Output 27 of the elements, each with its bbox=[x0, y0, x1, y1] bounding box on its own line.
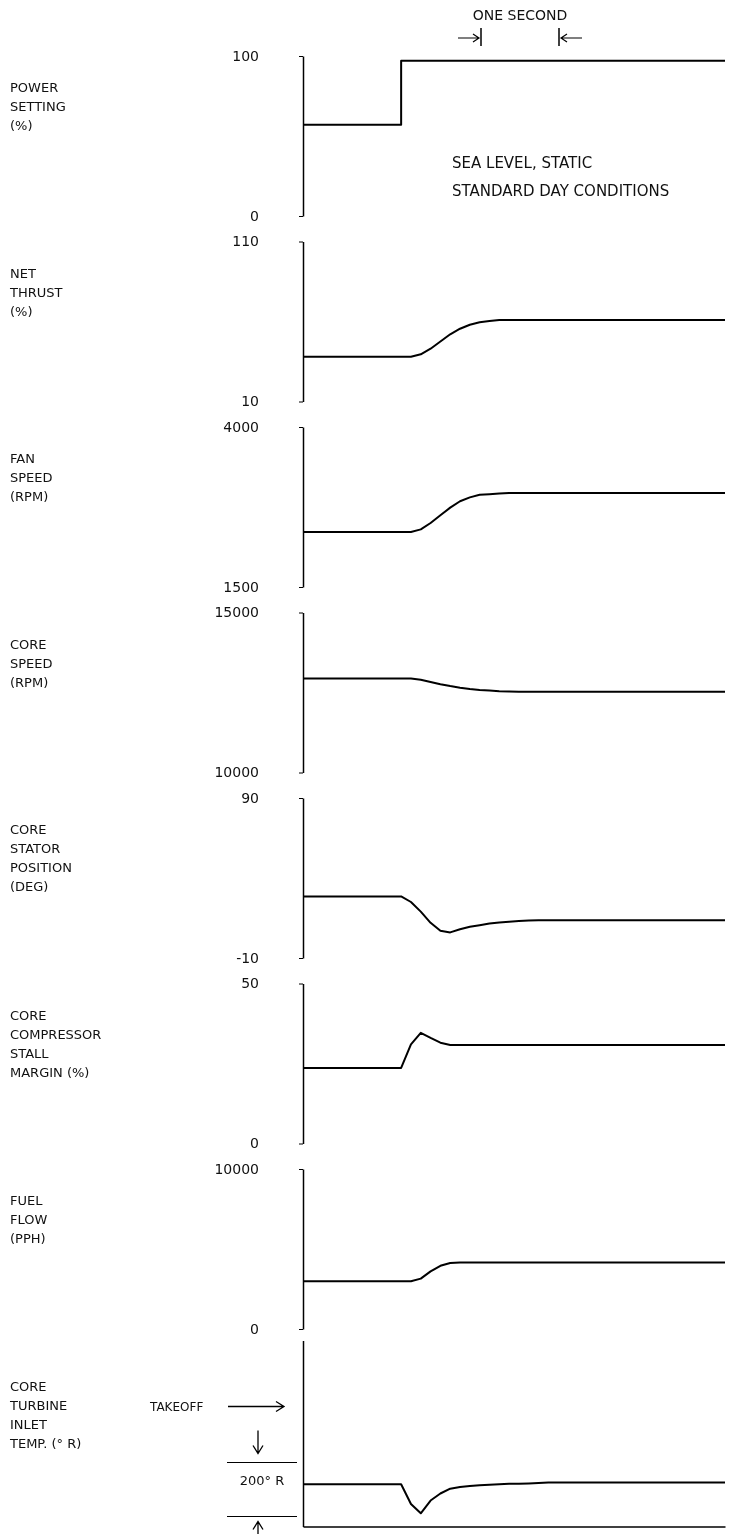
y-tick-label: 4000 bbox=[223, 418, 259, 435]
y-axis-title: FUEL FLOW (PPH) bbox=[10, 1193, 48, 1246]
annotation: SEA LEVEL, STATIC bbox=[452, 154, 593, 172]
y-axis-title: CORE TURBINE INLET TEMP. (° R) bbox=[9, 1378, 82, 1451]
y-axis-title: CORE SPEED (RPM) bbox=[10, 636, 53, 690]
y-tick-label: 0 bbox=[250, 1320, 259, 1337]
y-tick-label: 15000 bbox=[214, 604, 259, 621]
text: TAKEOFF bbox=[149, 1399, 204, 1414]
y-tick-label: 1500 bbox=[223, 578, 259, 595]
y-axis-title: NET THRUST (%) bbox=[9, 265, 63, 319]
y-tick-label: 100 bbox=[232, 47, 259, 64]
y-tick-label: 110 bbox=[232, 233, 259, 250]
annotation: STANDARD DAY CONDITIONS bbox=[452, 182, 670, 200]
y-tick-label: 10000 bbox=[214, 764, 259, 781]
text: 200° R bbox=[239, 1472, 285, 1488]
y-tick-label: 10000 bbox=[214, 1160, 259, 1177]
y-axis-title: CORE STATOR POSITION (DEG) bbox=[10, 822, 72, 894]
y-tick-label: 0 bbox=[250, 1135, 259, 1152]
y-axis-title: FAN SPEED (RPM) bbox=[10, 451, 53, 504]
y-axis-title: CORE COMPRESSOR STALL MARGIN (%) bbox=[10, 1007, 102, 1080]
text: ONE SECOND bbox=[472, 7, 568, 23]
y-tick-label: 90 bbox=[241, 789, 259, 806]
y-tick-label: 10 bbox=[241, 393, 259, 410]
y-axis-title: POWER SETTING (%) bbox=[10, 80, 66, 133]
y-tick-label: 50 bbox=[241, 975, 259, 992]
y-tick-label: 0 bbox=[250, 207, 259, 224]
y-tick-label: -10 bbox=[236, 949, 259, 966]
